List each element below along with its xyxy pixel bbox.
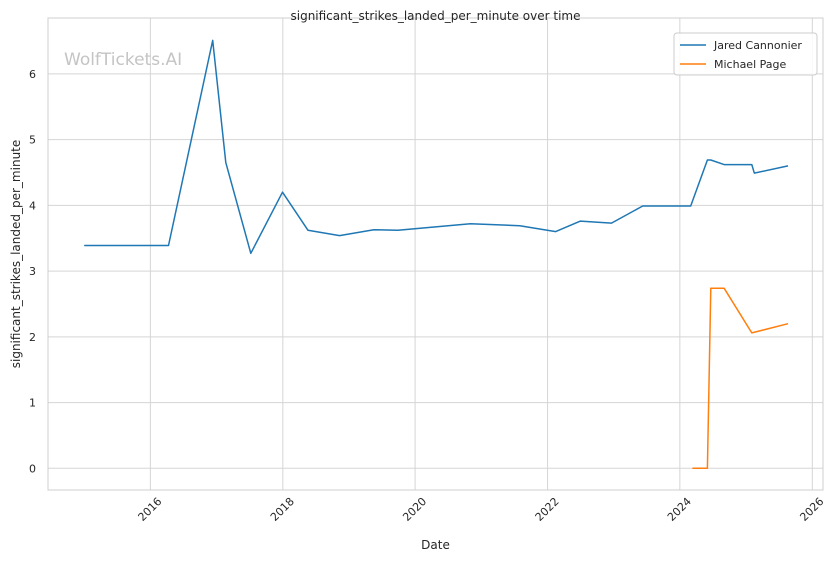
y-tick-label: 6 (29, 68, 36, 81)
series-line-michael-page (692, 287, 789, 470)
y-tick-label: 1 (29, 397, 36, 410)
legend: Jared Cannonier Michael Page (673, 32, 818, 76)
y-tick-label: 2 (29, 331, 36, 344)
series-line-jared-cannonier (84, 39, 789, 255)
legend-box (673, 32, 818, 76)
legend-label-michael-page: Michael Page (714, 58, 786, 71)
gridlines (48, 18, 823, 490)
y-tick-label: 4 (29, 199, 36, 212)
plot-frame (47, 17, 824, 491)
y-axis-title: significant_strikes_landed_per_minute (9, 140, 23, 369)
series-lines (84, 39, 789, 470)
watermark-text: WolfTickets.AI (64, 50, 182, 70)
x-axis-title: Date (421, 538, 450, 552)
y-tick-label: 0 (29, 462, 36, 475)
legend-label-jared-cannonier: Jared Cannonier (713, 39, 802, 52)
y-tick-label: 5 (29, 134, 36, 147)
chart-title: significant_strikes_landed_per_minute ov… (290, 9, 580, 23)
y-tick-label: 3 (29, 265, 36, 278)
